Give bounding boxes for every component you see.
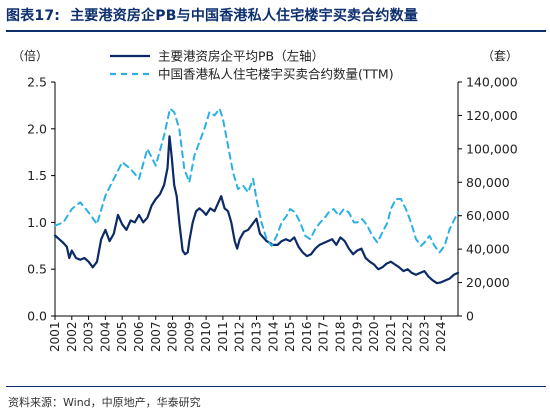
x-tick-label: 2019 xyxy=(350,321,364,352)
x-tick-label: 2018 xyxy=(333,321,347,352)
x-tick-label: 2022 xyxy=(401,321,415,352)
y-left-tick-label: 1.0 xyxy=(27,215,47,230)
title-rule xyxy=(6,30,546,32)
x-tick-label: 2016 xyxy=(300,321,314,352)
x-tick-label: 2011 xyxy=(216,321,230,352)
x-tick-label: 2021 xyxy=(384,321,398,352)
x-tick-label: 2001 xyxy=(48,321,62,352)
y-left-tick-label: 0.0 xyxy=(27,309,47,324)
footer-rule xyxy=(6,386,546,387)
x-tick-label: 2012 xyxy=(233,321,247,352)
y-left-tick-label: 2.0 xyxy=(27,121,47,136)
y-left-tick-label: 0.5 xyxy=(27,262,47,277)
y-right-tick-label: 100,000 xyxy=(466,141,518,156)
legend-label-2: 中国香港私人住宅楼宇买卖合约数量(TTM) xyxy=(158,67,394,82)
figure-title: 图表17: 主要港资房企PB与中国香港私人住宅楼宇买卖合约数量 xyxy=(6,5,418,25)
y-right-tick-label: 0 xyxy=(466,309,474,324)
series-line-contracts xyxy=(54,107,459,254)
x-tick-label: 2004 xyxy=(98,321,112,352)
x-tick-label: 2008 xyxy=(166,321,180,352)
x-tick-label: 2015 xyxy=(283,321,297,352)
series-layer xyxy=(53,107,460,285)
x-tick-label: 2010 xyxy=(199,321,213,352)
line-chart: （倍） （套） 0.0 0.5 1.0 1.5 2.0 2.5 0 20,000 40,000 60,… xyxy=(12,48,518,352)
y-left-unit-label: （倍） xyxy=(12,48,48,63)
x-tick-label: 2020 xyxy=(367,321,381,352)
y-right-unit-label: （套） xyxy=(482,49,518,63)
x-tick-label: 2009 xyxy=(182,321,196,352)
figure-label: 图表17: xyxy=(6,8,61,24)
x-tick-label: 2002 xyxy=(65,321,79,352)
y-left-tick-label: 1.5 xyxy=(27,168,47,183)
x-tick-label: 2013 xyxy=(250,321,264,352)
x-tick-label: 2024 xyxy=(434,321,448,352)
y-right-tick-label: 20,000 xyxy=(466,275,510,290)
y-right-tick-label: 40,000 xyxy=(466,242,510,257)
y-right-tick-label: 120,000 xyxy=(466,108,518,123)
x-tick-label: 2017 xyxy=(317,321,331,352)
x-tick-label: 2006 xyxy=(132,321,146,352)
series-line-pb xyxy=(53,135,460,285)
y-right-tick-label: 140,000 xyxy=(466,75,518,90)
y-left-tick-label: 2.5 xyxy=(27,75,47,90)
source-note: 资料来源：Wind，中原地产，华泰研究 xyxy=(8,396,201,409)
axes-layer: （倍） （套） 0.0 0.5 1.0 1.5 2.0 2.5 0 20,000 40,000 60,… xyxy=(12,48,518,352)
x-tick-label: 2005 xyxy=(115,321,129,352)
x-tick-label: 2014 xyxy=(266,321,280,352)
legend: 主要港资房企平均PB（左轴） 中国香港私人住宅楼宇买卖合约数量(TTM) xyxy=(110,49,394,82)
legend-label-1: 主要港资房企平均PB（左轴） xyxy=(158,49,324,64)
y-right-tick-label: 80,000 xyxy=(466,175,510,190)
x-tick-label: 2023 xyxy=(417,321,431,352)
figure-title-text: 主要港资房企PB与中国香港私人住宅楼宇买卖合约数量 xyxy=(70,8,419,24)
y-right-tick-label: 60,000 xyxy=(466,208,510,223)
x-tick-label: 2007 xyxy=(149,321,163,352)
x-tick-label: 2003 xyxy=(82,321,96,352)
chart-container: （倍） （套） 0.0 0.5 1.0 1.5 2.0 2.5 0 20,000 40,000 60,… xyxy=(0,34,550,384)
